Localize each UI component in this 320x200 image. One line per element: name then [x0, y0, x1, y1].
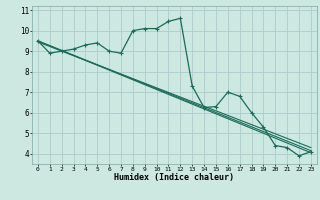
X-axis label: Humidex (Indice chaleur): Humidex (Indice chaleur)	[115, 173, 234, 182]
